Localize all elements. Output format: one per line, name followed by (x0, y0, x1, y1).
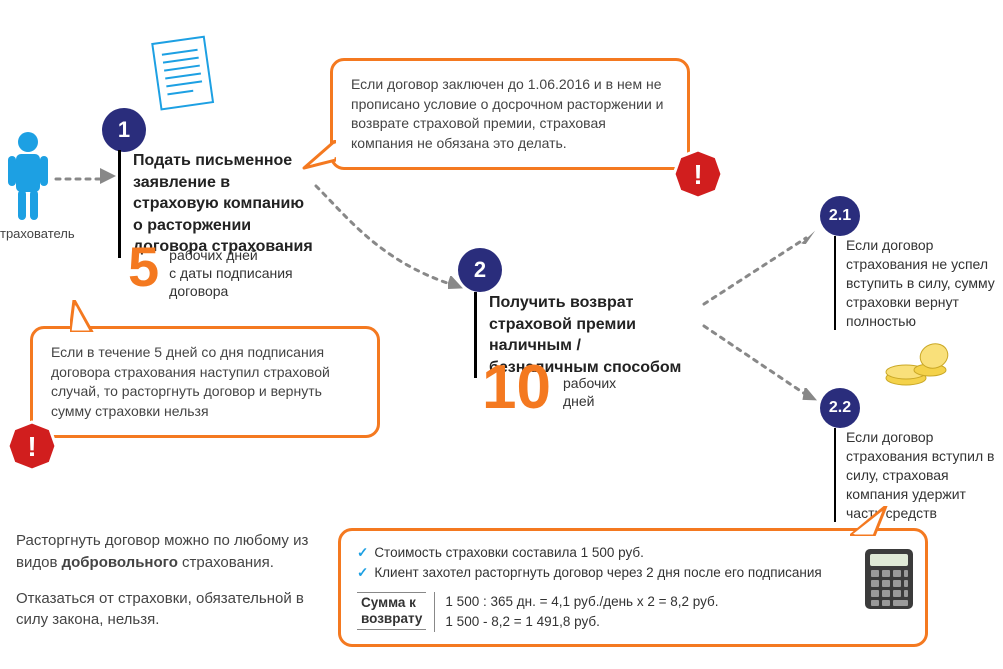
callout-left: Если в течение 5 дней со дня подписания … (30, 326, 380, 438)
calc-l2: Клиент захотел расторгнуть договор через… (374, 565, 821, 580)
branch22-number: 2.2 (820, 388, 860, 428)
step1-days-num: 5 (128, 242, 159, 292)
calc-l1: Стоимость страховки составила 1 500 руб. (374, 545, 644, 560)
step1-days: 5 рабочих дней с даты подписания договор… (118, 242, 293, 301)
branch21-text: Если договор страхования не успел вступи… (834, 236, 1003, 330)
person-icon (6, 130, 50, 227)
callout-top-text: Если договор заключен до 1.06.2016 и в н… (351, 75, 669, 153)
calc-box: ✓ Стоимость страховки составила 1 500 руб… (338, 528, 928, 647)
warn-badge-top: ! (672, 148, 724, 200)
step1-days-l2: с даты подписания (169, 264, 292, 282)
step1-number: 1 (102, 108, 146, 152)
check-icon-2: ✓ (357, 565, 368, 580)
note1c: страхования. (178, 554, 274, 571)
step2-days: 10 рабочих дней (474, 360, 616, 416)
step2-days-l1: рабочих (563, 374, 616, 392)
bottom-notes: Расторгнуть договор можно по любому из в… (16, 530, 316, 631)
callout-left-tail (70, 300, 100, 332)
calc-eq1: 1 500 : 365 дн. = 4,1 руб./день х 2 = 8,… (445, 592, 718, 612)
document-icon (150, 34, 216, 116)
step2-number: 2 (458, 248, 502, 292)
svg-text:!: ! (693, 159, 702, 190)
arrow-step1-step2 (310, 180, 470, 300)
step2-days-l2: дней (563, 392, 616, 410)
sum-label-2: возврату (361, 611, 422, 627)
calculator-icon (864, 548, 914, 615)
callout-top: Если договор заключен до 1.06.2016 и в н… (330, 58, 690, 170)
coins-icon (884, 340, 956, 393)
note1b: добровольного (62, 554, 178, 571)
callout-left-text: Если в течение 5 дней со дня подписания … (51, 343, 359, 421)
person-label: трахователь (0, 226, 75, 241)
step1-days-l1: рабочих дней (169, 246, 292, 264)
callout-top-tail (302, 140, 336, 170)
arrowhead-person-step1 (100, 168, 118, 184)
sum-label-1: Сумма к (361, 595, 422, 611)
warn-badge-left: ! (6, 420, 58, 472)
arrowhead-22 (802, 388, 820, 404)
check-icon-1: ✓ (357, 545, 368, 560)
arrowhead-21 (800, 228, 818, 244)
calc-eq2: 1 500 - 8,2 = 1 491,8 руб. (445, 612, 718, 632)
note2: Отказаться от страховки, обязательной в … (16, 588, 316, 632)
step1-days-l3: договора (169, 282, 292, 300)
branch21-number: 2.1 (820, 196, 860, 236)
calcbox-tail (850, 506, 890, 536)
step2-days-num: 10 (482, 360, 551, 416)
svg-text:!: ! (27, 431, 36, 462)
